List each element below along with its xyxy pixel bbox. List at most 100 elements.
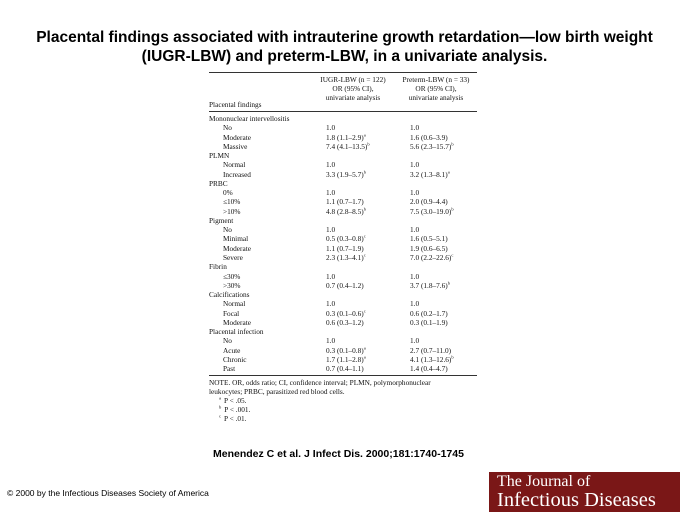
citation: Menendez C et al. J Infect Dis. 2000;181… bbox=[213, 448, 464, 460]
row-label: Minimal bbox=[223, 234, 249, 244]
preterm-value-text: 7.0 (2.2–22.6) bbox=[410, 252, 452, 262]
iugr-value: 1.0 bbox=[326, 225, 410, 234]
significance-mark: b bbox=[363, 169, 366, 175]
iugr-value-text: 0.5 (0.3–0.8) bbox=[326, 234, 364, 244]
iugr-value: 0.3 (0.1–0.8)a bbox=[326, 345, 410, 355]
iugr-value-text: 1.8 (1.1–2.9) bbox=[326, 132, 364, 142]
significance-mark: b bbox=[363, 206, 366, 212]
row-label: No bbox=[223, 123, 232, 133]
footnote-mark: a bbox=[219, 395, 221, 401]
iugr-value-text: 7.4 (4.1–13.5) bbox=[326, 141, 368, 151]
row-label: ≤30% bbox=[223, 271, 241, 281]
iugr-value-text: 1.0 bbox=[326, 160, 336, 170]
table-row: >30% 0.7 (0.4–1.2) 3.7 (1.8–7.6)b bbox=[209, 281, 477, 290]
table-row: Moderate 1.1 (0.7–1.9) 1.9 (0.6–6.5) bbox=[209, 244, 477, 253]
preterm-value bbox=[410, 114, 477, 123]
table-row: No 1.0 1.0 bbox=[209, 123, 477, 132]
table-row: Increased 3.3 (1.9–5.7)b 3.2 (1.3–8.1)a bbox=[209, 169, 477, 179]
header-placental-findings: Placental findings bbox=[209, 100, 262, 109]
significance-mark: b bbox=[451, 354, 454, 360]
table-row: Normal 1.0 1.0 bbox=[209, 160, 477, 169]
preterm-value-text: 1.6 (0.5–5.1) bbox=[410, 234, 448, 244]
preterm-value-text: 2.7 (0.7–11.0) bbox=[410, 345, 452, 355]
iugr-value-text: 0.7 (0.4–1.2) bbox=[326, 280, 364, 290]
iugr-value: 4.8 (2.8–8.5)b bbox=[326, 206, 410, 216]
copyright-notice: © 2000 by the Infectious Diseases Societ… bbox=[7, 488, 209, 498]
preterm-value bbox=[410, 151, 477, 160]
preterm-value bbox=[410, 216, 477, 225]
row-label: Normal bbox=[223, 160, 246, 170]
row-label: Moderate bbox=[223, 243, 251, 253]
preterm-value: 0.6 (0.2–1.7) bbox=[410, 309, 477, 318]
iugr-value bbox=[326, 179, 410, 188]
preterm-value: 1.9 (0.6–6.5) bbox=[410, 244, 477, 253]
table-category-row: Mononuclear intervellositis bbox=[209, 114, 477, 123]
iugr-value: 7.4 (4.1–13.5)b bbox=[326, 142, 410, 151]
iugr-value: 0.5 (0.3–0.8)c bbox=[326, 234, 410, 243]
iugr-value: 1.7 (1.1–2.8)a bbox=[326, 355, 410, 364]
row-label: Past bbox=[223, 364, 236, 374]
row-label: Acute bbox=[223, 345, 241, 355]
header-iugr-line3: univariate analysis bbox=[325, 93, 381, 102]
row-label: Fibrin bbox=[209, 262, 227, 272]
significance-mark: b bbox=[451, 141, 454, 147]
row-label: Focal bbox=[223, 308, 240, 318]
preterm-value bbox=[410, 290, 477, 299]
row-label: Increased bbox=[223, 169, 251, 179]
note-line-2: leukocytes; PRBC, parasitized red blood … bbox=[209, 387, 345, 397]
preterm-value-text: 7.5 (3.0–19.0) bbox=[410, 206, 452, 216]
iugr-value: 1.0 bbox=[326, 123, 410, 132]
table-category-row: Pigment bbox=[209, 216, 477, 225]
row-label: 0% bbox=[223, 188, 233, 198]
table-row: 0% 1.0 1.0 bbox=[209, 188, 477, 197]
results-table: Placental findings IUGR-LBW (n = 122) OR… bbox=[209, 72, 477, 423]
preterm-value-text: 5.6 (2.3–15.7) bbox=[410, 141, 452, 151]
iugr-value-text: 1.0 bbox=[326, 336, 336, 346]
significance-mark: c bbox=[363, 252, 366, 258]
row-label: >10% bbox=[223, 206, 241, 216]
header-preterm-line2: OR (95% CI), bbox=[415, 84, 457, 93]
table-category-row: Fibrin bbox=[209, 262, 477, 271]
preterm-value: 1.0 bbox=[410, 272, 477, 281]
table-bottom-rule bbox=[209, 375, 477, 377]
preterm-value: 1.6 (0.5–5.1) bbox=[410, 234, 477, 243]
iugr-value: 3.3 (1.9–5.7)b bbox=[326, 169, 410, 179]
preterm-value: 7.0 (2.2–22.6)c bbox=[410, 253, 477, 262]
iugr-value-text: 0.3 (0.1–0.8) bbox=[326, 345, 364, 355]
table-row: Acute 0.3 (0.1–0.8)a 2.7 (0.7–11.0) bbox=[209, 345, 477, 355]
iugr-value: 1.1 (0.7–1.9) bbox=[326, 244, 410, 253]
iugr-value: 1.8 (1.1–2.9)a bbox=[326, 132, 410, 142]
significance-mark: a bbox=[363, 132, 366, 138]
significance-mark: a bbox=[363, 345, 366, 351]
table-category-row: Calcifications bbox=[209, 290, 477, 299]
table-row: No 1.0 1.0 bbox=[209, 336, 477, 345]
iugr-value-text: 1.0 bbox=[326, 271, 336, 281]
table-row: Chronic 1.7 (1.1–2.8)a 4.1 (1.3–12.6)b bbox=[209, 355, 477, 364]
row-label: No bbox=[223, 225, 232, 235]
iugr-value-text: 1.1 (0.7–1.7) bbox=[326, 197, 364, 207]
iugr-value: 2.3 (1.3–4.1)c bbox=[326, 253, 410, 262]
iugr-value bbox=[326, 216, 410, 225]
preterm-value: 1.0 bbox=[410, 299, 477, 308]
table-header-rule bbox=[209, 111, 477, 112]
header-preterm-lbw: Preterm-LBW (n = 33) OR (95% CI), univar… bbox=[395, 75, 477, 111]
row-label: Massive bbox=[223, 141, 248, 151]
iugr-value: 1.0 bbox=[326, 160, 410, 169]
row-label: >30% bbox=[223, 280, 241, 290]
iugr-value: 1.0 bbox=[326, 272, 410, 281]
preterm-value bbox=[410, 327, 477, 336]
table-row: No 1.0 1.0 bbox=[209, 225, 477, 234]
header-iugr-lbw: IUGR-LBW (n = 122) OR (95% CI), univaria… bbox=[311, 75, 395, 111]
footnote-text: P < .01. bbox=[224, 413, 247, 423]
iugr-value-text: 1.0 bbox=[326, 123, 336, 133]
row-label: Chronic bbox=[223, 354, 247, 364]
row-label: Normal bbox=[223, 299, 246, 309]
preterm-value: 0.3 (0.1–1.9) bbox=[410, 318, 477, 327]
preterm-value-text: 3.2 (1.3–8.1) bbox=[410, 169, 448, 179]
significance-mark: c bbox=[363, 308, 366, 314]
preterm-value-text: 1.0 bbox=[410, 271, 420, 281]
header-iugr-line1: IUGR-LBW (n = 122) bbox=[320, 75, 386, 84]
journal-logo: The Journal of Infectious Diseases bbox=[489, 472, 680, 512]
